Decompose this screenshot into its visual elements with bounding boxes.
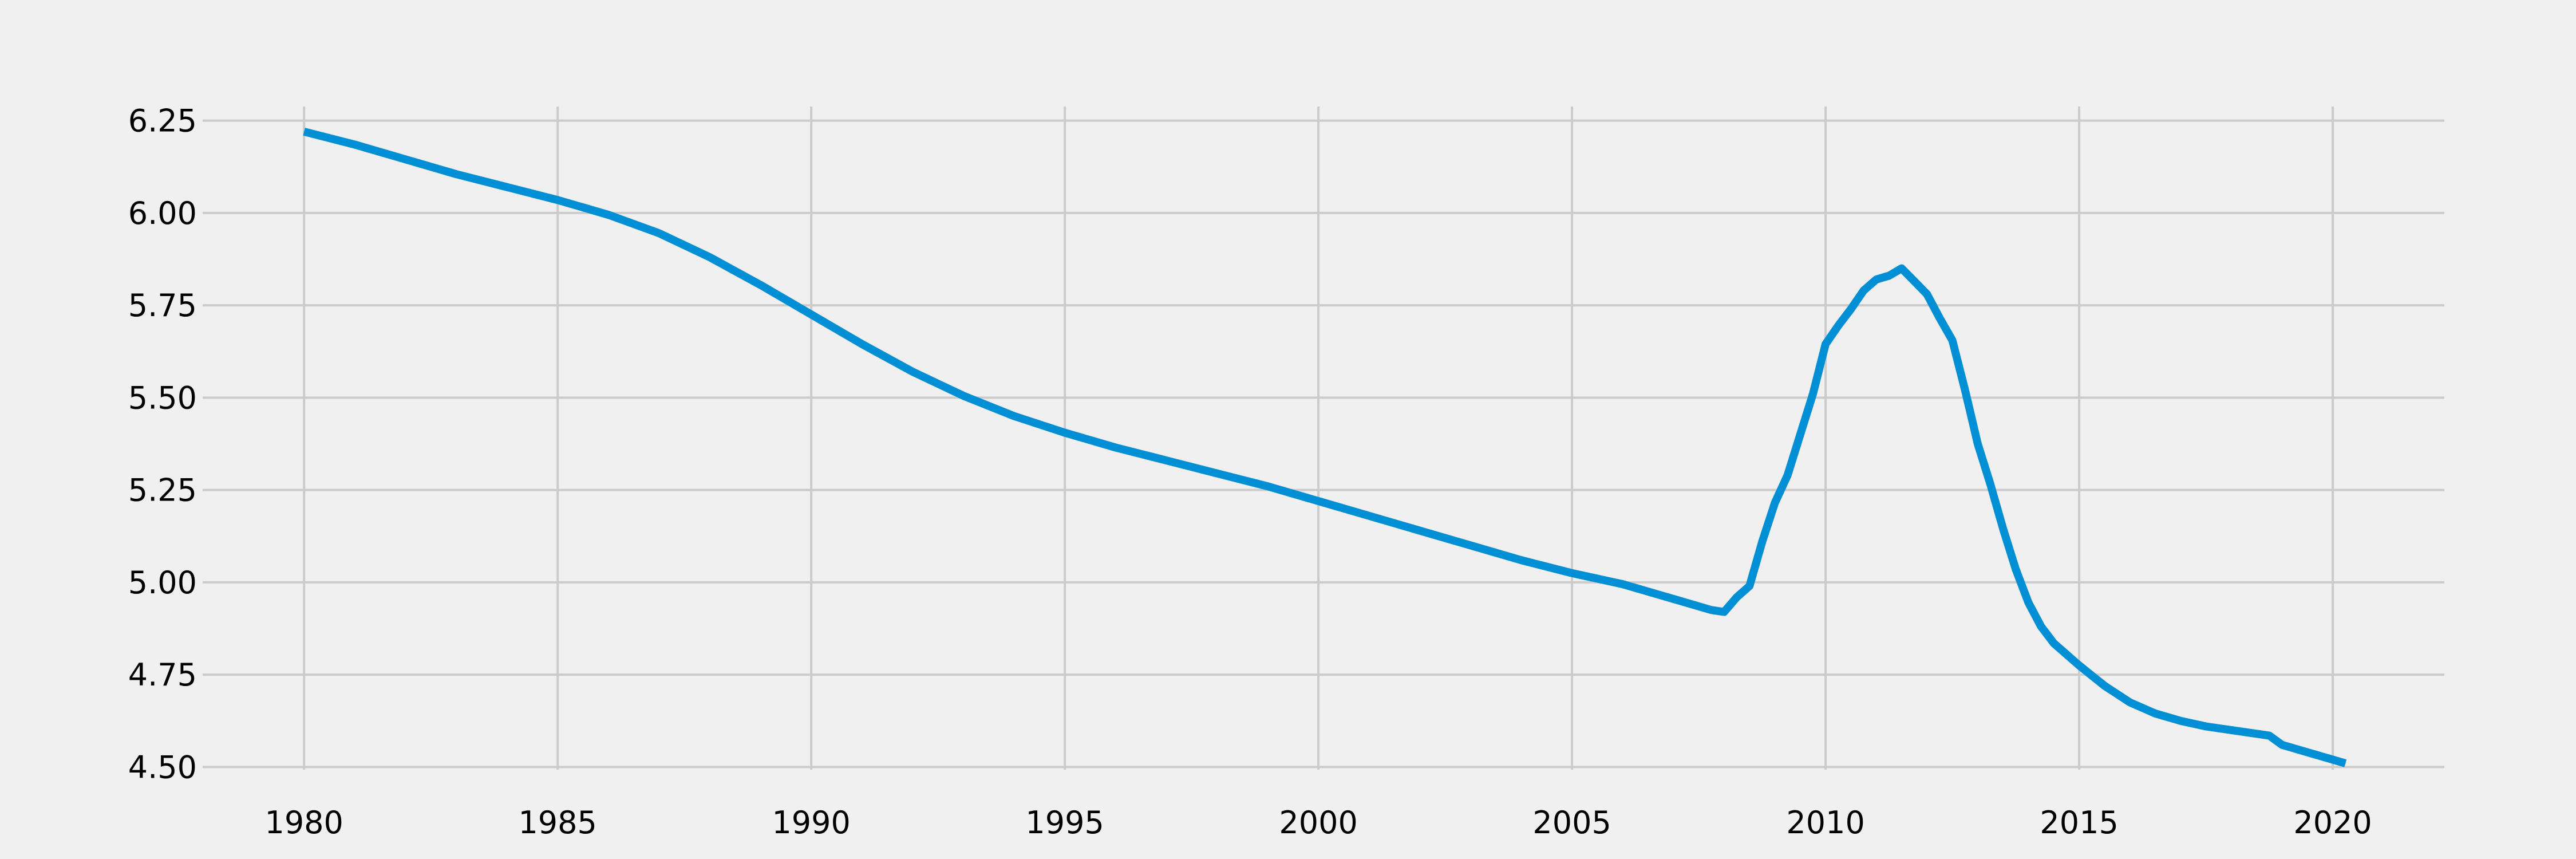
y-tick-label: 6.00 [128,195,197,231]
data-point [2066,654,2067,655]
y-tick-label: 6.25 [128,103,197,139]
data-point [1914,281,1915,282]
data-point [2028,602,2029,603]
x-tick-label: 2000 [1279,805,1357,841]
data-point [2104,685,2105,687]
data-point [1673,598,1674,600]
x-tick-label: 1995 [1025,805,1104,841]
data-point [2180,720,2181,722]
data-point [303,131,305,132]
data-point [1888,275,1890,276]
data-point [2053,643,2055,644]
y-tick-label: 5.25 [128,472,197,509]
y-tick-label: 5.75 [128,287,197,324]
data-point [354,144,355,145]
series-layer [303,128,2347,767]
data-point [1521,559,1522,561]
data-point [2269,735,2270,736]
x-tick-label: 2005 [1532,805,1611,841]
data-point [1165,460,1167,461]
x-tick-labels: 1980 1985 1990 1995 2000 2005 2010 2015 2020 [264,805,2372,841]
data-point [1838,325,1839,326]
data-point [2129,702,2131,703]
data-point [1267,486,1269,487]
y-tick-label: 5.00 [128,565,197,601]
data-point [811,314,812,315]
y-tick-label: 5.50 [128,380,197,416]
x-tick-label: 2015 [2040,805,2118,841]
data-point [1812,393,1814,395]
x-tick-label: 1990 [772,805,850,841]
data-point [2079,665,2080,666]
y-tick-labels: 4.50 4.75 5.00 5.25 5.50 5.75 6.00 6.25 [128,103,197,786]
x-tick-label: 2010 [1786,805,1864,841]
x-grid [303,107,2334,770]
x-tick-label: 2020 [2293,805,2372,841]
y-tick-label: 4.75 [128,657,197,693]
data-point [709,257,710,258]
y-tick-label: 4.50 [128,749,197,785]
data-point [1216,473,1218,474]
x-tick-label: 1980 [264,805,343,841]
y-grid [203,119,2444,769]
data-point [1952,340,1953,341]
data-point [1470,545,1471,546]
data-points [303,131,2346,764]
data-point [1115,447,1116,448]
data-point [405,159,406,160]
x-tick-label: 1985 [518,805,596,841]
data-point [1761,541,1763,542]
data-point [1863,290,1864,291]
data-point [1622,584,1623,585]
